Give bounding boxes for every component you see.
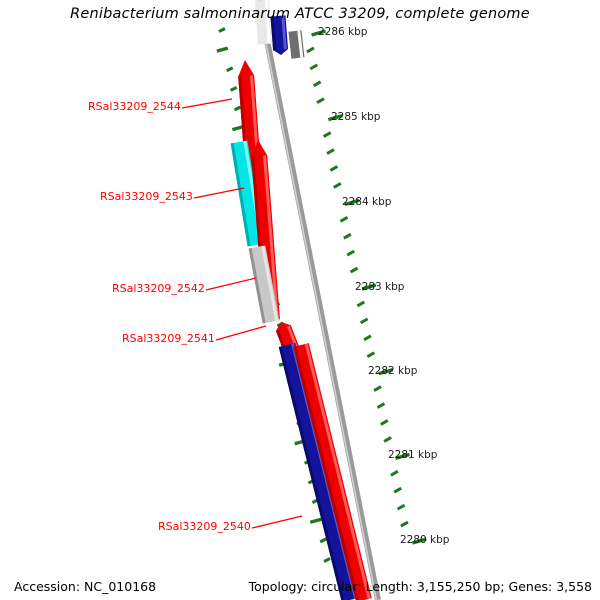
ruler-minor-tick-left — [319, 537, 327, 544]
ruler-minor-tick-left — [218, 27, 226, 33]
feature-shadow — [255, 0, 262, 45]
backbone-highlight — [256, 0, 378, 600]
ruler-minor-tick — [312, 80, 322, 88]
ruler-minor-tick-left — [229, 86, 238, 92]
ruler-minor-tick-left — [226, 66, 234, 73]
ruler-tick-label: 2282 kbp — [368, 365, 418, 377]
status-bar: Accession: NC_010168 Topology: circular;… — [0, 576, 600, 600]
feature-highlight — [264, 0, 271, 44]
ruler-tick-label: 2281 kbp — [388, 449, 438, 461]
ruler-minor-tick — [390, 469, 399, 477]
gene-leader-line — [251, 515, 303, 529]
ruler-minor-tick — [376, 402, 386, 409]
ruler-major-tick — [378, 368, 394, 376]
ruler-minor-tick — [343, 232, 352, 240]
ruler-minor-tick — [329, 165, 339, 172]
feature-highlight — [263, 155, 279, 320]
ruler-minor-tick — [380, 419, 389, 426]
ruler-tick-label: 2280 kbp — [400, 534, 450, 546]
ruler-minor-tick — [393, 486, 402, 494]
ruler-major-tick — [311, 29, 327, 37]
genome-feature[interactable] — [288, 30, 305, 59]
ruler-minor-tick — [383, 436, 392, 443]
ruler-minor-tick — [363, 334, 372, 342]
ruler-tick-label: 2283 kbp — [355, 281, 405, 293]
feature-shadow — [288, 31, 295, 59]
genome-feature[interactable] — [270, 15, 289, 56]
gene-label-leader-lines — [181, 98, 303, 529]
ruler-minor-tick-left — [323, 557, 331, 563]
ruler-major-tick-left — [231, 125, 244, 132]
ruler-minor-tick — [306, 46, 315, 54]
ruler-minor-tick — [322, 131, 332, 138]
ruler-major-tick — [344, 198, 360, 206]
feature-shadow — [293, 346, 359, 600]
gene-label[interactable]: RSal33209_2542 — [112, 282, 205, 295]
ruler-minor-tick — [349, 266, 359, 274]
feature-body[interactable] — [278, 342, 359, 600]
genome-feature[interactable] — [255, 0, 272, 45]
ruler-tick-label: 2285 kbp — [331, 111, 381, 123]
gene-leader-line — [181, 98, 233, 109]
accession-text: Accession: NC_010168 — [14, 579, 157, 594]
feature-shadow — [248, 248, 266, 324]
genome-feature[interactable] — [293, 343, 372, 600]
feature-highlight — [281, 15, 287, 50]
ruler-tick-label: 2286 kbp — [318, 26, 368, 38]
backbone-line — [256, 0, 381, 600]
ruler-tick-label: 2284 kbp — [342, 196, 392, 208]
feature-body[interactable] — [230, 140, 265, 247]
gene-leader-line — [205, 277, 257, 291]
gene-leader-line — [215, 325, 267, 341]
feature-shadow — [278, 346, 345, 600]
ruler-minor-tick — [333, 182, 342, 189]
ruler-major-tick — [411, 537, 427, 545]
feature-highlight — [261, 245, 279, 322]
feature-track[interactable] — [230, 0, 372, 600]
ruler-minor-tick — [339, 215, 349, 223]
ruler-major-tick-left — [309, 517, 322, 524]
ruler-minor-tick — [396, 503, 406, 511]
ruler-minor-tick — [309, 63, 319, 71]
genome-backbone — [256, 0, 381, 600]
ruler-major-tick — [361, 283, 377, 291]
ruler-minor-tick — [359, 317, 369, 325]
gene-label[interactable]: RSal33209_2543 — [100, 190, 193, 203]
ruler-major-tick — [395, 452, 410, 460]
gene-label[interactable]: RSal33209_2544 — [88, 100, 181, 113]
gene-label[interactable]: RSal33209_2540 — [158, 520, 251, 533]
ruler-minor-tick — [316, 97, 325, 105]
ruler-minor-tick — [326, 148, 335, 155]
feature-body[interactable] — [248, 245, 280, 324]
feature-shadow — [270, 16, 277, 51]
genome-summary-text: Topology: circular; Length: 3,155,250 bp… — [248, 579, 592, 594]
ruler-major-tick-left — [216, 46, 229, 53]
ruler-minor-tick — [373, 385, 382, 392]
ruler-major-tick — [327, 114, 343, 122]
gene-leader-line — [193, 187, 245, 199]
feature-highlight — [304, 343, 371, 600]
gene-label[interactable]: RSal33209_2541 — [122, 332, 215, 345]
feature-shadow — [230, 142, 251, 247]
ruler-minor-tick — [366, 351, 376, 359]
genome-feature[interactable] — [248, 245, 280, 324]
ruler-minor-tick-left — [233, 105, 242, 112]
ruler-minor-tick — [346, 249, 355, 257]
ruler-minor-tick — [400, 520, 409, 528]
ruler-minor-tick — [356, 300, 366, 308]
feature-highlight — [297, 30, 304, 58]
